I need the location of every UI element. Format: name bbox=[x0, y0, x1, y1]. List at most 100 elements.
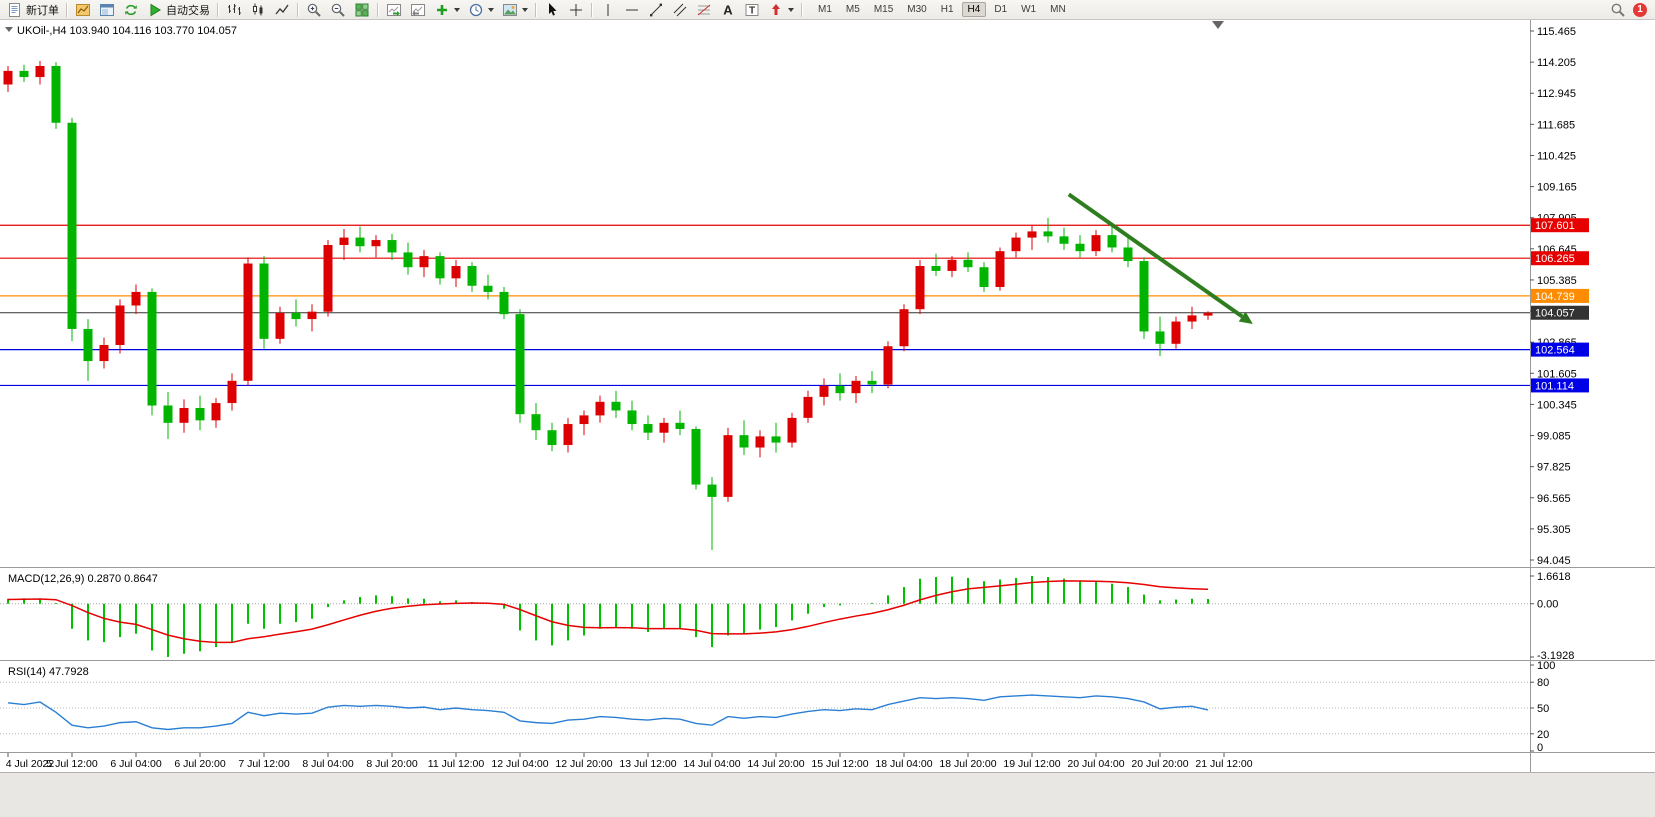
notification-badge[interactable]: 1 bbox=[1633, 2, 1647, 17]
candle-body bbox=[1091, 235, 1101, 252]
chart-window[interactable]: 115.465 114.205 112.945 111.685 110.425 109.1… bbox=[0, 20, 1655, 817]
candle-body bbox=[1187, 315, 1197, 322]
zoom-in-icon bbox=[307, 3, 321, 17]
bars-chart-button[interactable] bbox=[222, 1, 246, 19]
tile-windows-button[interactable] bbox=[350, 1, 374, 19]
arrows-button[interactable] bbox=[764, 1, 798, 19]
templates-button[interactable] bbox=[498, 1, 532, 19]
add-indicator-button[interactable] bbox=[430, 1, 464, 19]
candle-body bbox=[131, 291, 141, 306]
chevron-down-icon bbox=[522, 7, 528, 12]
trend-arrow-line[interactable] bbox=[1067, 192, 1244, 319]
candle-body bbox=[1011, 237, 1021, 252]
zoom-out-button[interactable] bbox=[326, 1, 350, 19]
profile-button[interactable] bbox=[71, 1, 95, 19]
trend-arrow-head[interactable] bbox=[1238, 311, 1253, 325]
rsi-panel[interactable] bbox=[0, 661, 1655, 752]
candle-body bbox=[3, 70, 13, 85]
crosshair-button[interactable] bbox=[564, 1, 588, 19]
text-button[interactable]: A bbox=[716, 1, 740, 19]
candle-body bbox=[179, 407, 189, 423]
time-label: 8 Jul 04:00 bbox=[302, 758, 354, 770]
timeframe-m5-button[interactable]: M5 bbox=[845, 4, 860, 15]
timeframe-mn-button[interactable]: MN bbox=[1050, 4, 1066, 15]
market-watch-button[interactable] bbox=[95, 1, 119, 19]
timeframe-w1-button[interactable]: W1 bbox=[1021, 4, 1037, 15]
timeframe-m1-button[interactable]: M1 bbox=[818, 4, 832, 15]
candle-body bbox=[899, 309, 909, 347]
rsi-line bbox=[7, 694, 1209, 731]
toolbar-separator bbox=[217, 2, 219, 17]
candle-body bbox=[483, 285, 493, 292]
macd-label: MACD(12,26,9) 0.2870 0.8647 bbox=[8, 573, 158, 585]
toolbar-separator bbox=[535, 2, 537, 17]
chart-plot-area[interactable] bbox=[0, 20, 1655, 567]
candlestick-chart-button[interactable] bbox=[246, 1, 270, 19]
time-label: 21 Jul 12:00 bbox=[1195, 758, 1252, 770]
refresh-icon bbox=[125, 4, 137, 15]
price-tick-label: 111.685 bbox=[1537, 119, 1575, 131]
line-chart-button[interactable] bbox=[270, 1, 294, 19]
macd-scale-label: 1.6618 bbox=[1537, 571, 1571, 583]
candle-body bbox=[147, 291, 157, 406]
zoom-in-button[interactable] bbox=[302, 1, 326, 19]
auto-scroll-icon bbox=[387, 3, 401, 16]
price-line-badge-label: 104.057 bbox=[1535, 308, 1575, 320]
candle-body bbox=[35, 65, 45, 78]
rsi-scale-label: 80 bbox=[1537, 677, 1549, 689]
price-tick-label: 101.605 bbox=[1537, 368, 1577, 380]
vertical-line-button[interactable] bbox=[596, 1, 620, 19]
candle-body bbox=[963, 259, 973, 268]
candle-body bbox=[1139, 261, 1149, 332]
one-click-trading-toggle[interactable] bbox=[5, 27, 13, 32]
chevron-down-icon bbox=[788, 7, 794, 12]
macd-panel[interactable] bbox=[0, 568, 1655, 660]
macd-signal-line bbox=[7, 580, 1209, 644]
new-order-button[interactable]: 新订单 bbox=[3, 1, 63, 19]
auto-scroll-button[interactable] bbox=[382, 1, 406, 19]
timeframe-m15-button[interactable]: M15 bbox=[873, 4, 894, 15]
time-label: 20 Jul 20:00 bbox=[1131, 758, 1188, 770]
crosshair-icon bbox=[570, 3, 582, 16]
candle-body bbox=[1027, 231, 1037, 238]
trendline-button[interactable] bbox=[644, 1, 668, 19]
time-label: 15 Jul 12:00 bbox=[811, 758, 868, 770]
new-order-icon bbox=[9, 2, 20, 17]
candle-body bbox=[787, 417, 797, 443]
text-label-button[interactable]: T bbox=[740, 1, 764, 19]
refresh-button[interactable] bbox=[119, 1, 143, 19]
price-tick-label: 112.945 bbox=[1537, 88, 1576, 100]
periods-button[interactable] bbox=[464, 1, 498, 19]
horizontal-line-button[interactable] bbox=[620, 1, 644, 19]
chevron-down-icon bbox=[454, 7, 460, 12]
price-tick-label: 110.425 bbox=[1537, 150, 1576, 162]
price-line-badge bbox=[1531, 342, 1589, 357]
chart-labels-layer: UKOil-,H4 103.940 104.116 103.770 104.05… bbox=[5, 25, 237, 678]
time-axis[interactable] bbox=[0, 752, 1655, 772]
candle-body bbox=[531, 414, 541, 431]
timeframe-h1-button[interactable]: H1 bbox=[940, 4, 954, 15]
candle-body bbox=[563, 424, 573, 446]
candle-body bbox=[371, 240, 381, 247]
svg-text:T: T bbox=[749, 5, 755, 16]
candle-body bbox=[931, 265, 941, 271]
timeframe-d1-button[interactable]: D1 bbox=[994, 4, 1008, 15]
time-label: 5 Jul 12:00 bbox=[46, 758, 98, 770]
toolbar-right-group: 1 bbox=[1610, 2, 1652, 18]
channel-button[interactable] bbox=[668, 1, 692, 19]
timeframe-h4-button[interactable]: H4 bbox=[961, 2, 987, 17]
timeframe-m30-button[interactable]: M30 bbox=[907, 4, 927, 15]
search-icon[interactable] bbox=[1610, 2, 1626, 18]
chart-shift-marker[interactable] bbox=[1212, 21, 1224, 29]
candle-body bbox=[803, 396, 813, 418]
time-label: 6 Jul 20:00 bbox=[174, 758, 226, 770]
chart-title: UKOil-,H4 103.940 104.116 103.770 104.05… bbox=[17, 25, 237, 37]
price-line-badge bbox=[1531, 305, 1589, 320]
autotrade-button[interactable]: 自动交易 bbox=[143, 1, 214, 19]
time-label: 18 Jul 20:00 bbox=[939, 758, 996, 770]
cursor-button[interactable] bbox=[540, 1, 564, 19]
fibonacci-button[interactable] bbox=[692, 1, 716, 19]
chart-shift-button[interactable] bbox=[406, 1, 430, 19]
time-label: 19 Jul 12:00 bbox=[1003, 758, 1060, 770]
